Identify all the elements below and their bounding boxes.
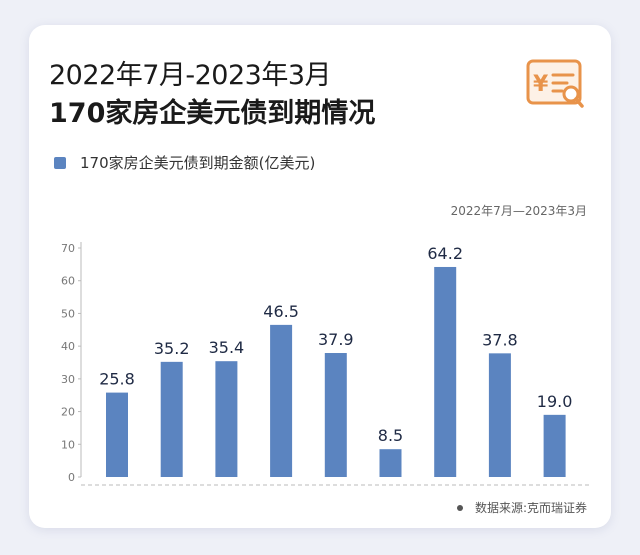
y-tick-label: 20	[61, 406, 75, 419]
bar	[270, 324, 293, 477]
data-label: 46.5	[263, 302, 299, 321]
bar-chart: 0 10 20 30 40 50 60 70 25.8 35.2 35.4 46.5 37.9 8.5 64…	[61, 242, 589, 486]
bar	[379, 449, 402, 477]
data-label: 8.5	[378, 426, 403, 445]
source-note: 数据来源:克而瑞证券	[456, 499, 587, 516]
receipt-magnifier-icon: ¥	[526, 57, 586, 112]
bar	[324, 353, 347, 477]
data-label: 37.9	[318, 330, 354, 349]
svg-text:¥: ¥	[533, 72, 549, 97]
source-label: 数据来源:克而瑞证券	[474, 501, 587, 515]
data-label: 37.8	[482, 330, 518, 349]
chart-title-line1: 2022年7月-2023年3月	[49, 60, 332, 91]
legend-label: 170家房企美元债到期金额(亿美元)	[80, 154, 316, 172]
data-label: 25.8	[99, 370, 135, 389]
bar	[160, 361, 183, 477]
bar	[215, 361, 238, 477]
y-tick-label: 10	[61, 438, 75, 451]
y-tick-label: 70	[61, 242, 75, 255]
chart-title-line2: 170家房企美元债到期情况	[49, 98, 376, 129]
legend-swatch	[54, 156, 66, 169]
chart-card: 2022年7月-2023年3月 170家房企美元债到期情况 ¥ 170家房企美元…	[29, 25, 611, 528]
data-label: 64.2	[427, 244, 463, 263]
y-tick-label: 40	[61, 340, 75, 353]
y-tick-label: 30	[61, 373, 75, 386]
bar	[543, 414, 566, 477]
y-tick-label: 50	[61, 307, 75, 320]
bullet-dot	[456, 504, 463, 511]
bar	[488, 353, 511, 477]
bar	[106, 392, 128, 477]
chart-legend: 170家房企美元债到期金额(亿美元)	[54, 152, 315, 173]
data-label: 19.0	[537, 392, 573, 411]
bar	[434, 266, 457, 477]
data-label: 35.4	[209, 338, 245, 357]
data-label: 35.2	[154, 339, 190, 358]
y-tick-label: 60	[61, 275, 75, 288]
date-range-label: 2022年7月—2023年3月	[450, 204, 587, 218]
y-tick-label: 0	[68, 471, 75, 484]
